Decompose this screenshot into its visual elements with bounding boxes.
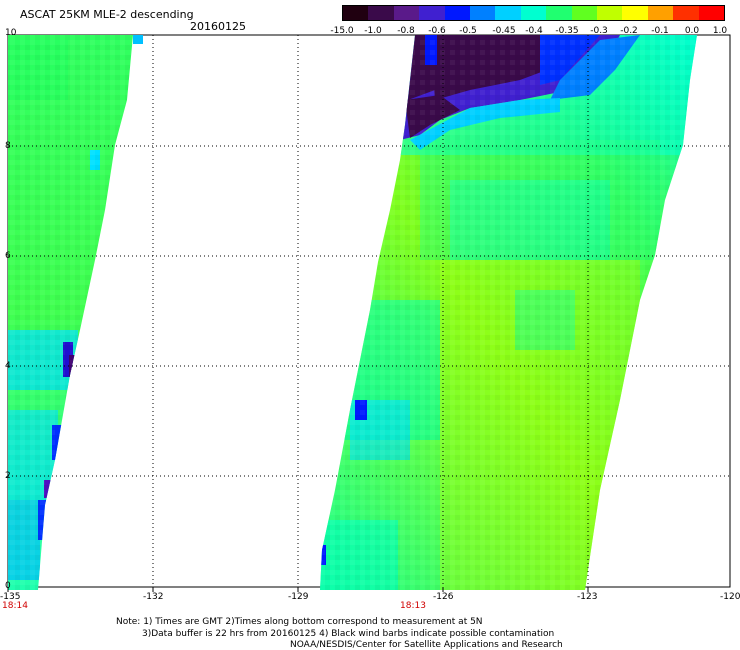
colorbar-label: -0.6: [428, 26, 446, 36]
colorbar-label: -0.3: [590, 26, 608, 36]
colorbar-label: 1.0: [712, 26, 728, 36]
colorbar-segment: [546, 6, 572, 20]
x-tick-label: -126: [433, 592, 454, 602]
x-tick-marks: [7, 587, 589, 592]
x-tick-label: -123: [577, 592, 598, 602]
colorbar-label: -0.35: [555, 26, 579, 36]
colorbar-label: -0.5: [459, 26, 477, 36]
colorbar-labels: -15.0 -1.0 -0.8 -0.6 -0.5 -0.45 -0.4 -0.…: [330, 26, 727, 38]
pass-time-right: 18:13: [400, 601, 426, 611]
colorbar-segment: [495, 6, 521, 20]
colorbar-segment: [673, 6, 699, 20]
map-title: ASCAT 25KM MLE-2 descending: [20, 8, 194, 21]
colorbar-segment: [470, 6, 496, 20]
colorbar-segment: [520, 6, 547, 20]
grid-lines: [8, 35, 730, 587]
colorbar-label: -0.1: [651, 26, 669, 36]
colorbar: [342, 5, 725, 21]
colorbar-segment: [647, 6, 674, 20]
note-line-1: Note: 1) Times are GMT 2)Times along bot…: [116, 617, 483, 627]
colorbar-segment: [597, 6, 623, 20]
note-line-2: 3)Data buffer is 22 hrs from 20160125 4)…: [142, 629, 555, 639]
note-line-3: NOAA/NESDIS/Center for Satellite Applica…: [290, 640, 563, 650]
colorbar-segment: [368, 6, 394, 20]
colorbar-label: -0.8: [397, 26, 415, 36]
y-tick-label: 4: [5, 361, 11, 371]
y-tick-label: 10: [5, 28, 17, 38]
colorbar-segment: [571, 6, 598, 20]
colorbar-label: -0.45: [492, 26, 516, 36]
colorbar-segment: [444, 6, 471, 20]
colorbar-segment: [343, 6, 369, 20]
colorbar-segment: [622, 6, 648, 20]
x-tick-label: -135: [0, 592, 21, 602]
x-tick-label: -132: [143, 592, 164, 602]
colorbar-label: -0.2: [620, 26, 638, 36]
x-tick-label: -129: [288, 592, 309, 602]
y-tick-label: 6: [5, 251, 11, 261]
colorbar-label: -15.0: [330, 26, 354, 36]
y-tick-label: 0: [5, 581, 11, 591]
colorbar-label: 0.0: [684, 26, 700, 36]
x-tick-label: -120: [720, 592, 740, 602]
colorbar-segment: [393, 6, 420, 20]
colorbar-label: -0.4: [525, 26, 543, 36]
colorbar-label: -1.0: [364, 26, 382, 36]
colorbar-segment: [698, 6, 725, 20]
y-tick-label: 8: [5, 141, 11, 151]
map-date: 20160125: [190, 20, 246, 33]
pass-time-left: 18:14: [2, 601, 28, 611]
y-tick-label: 2: [5, 471, 11, 481]
colorbar-segment: [419, 6, 445, 20]
